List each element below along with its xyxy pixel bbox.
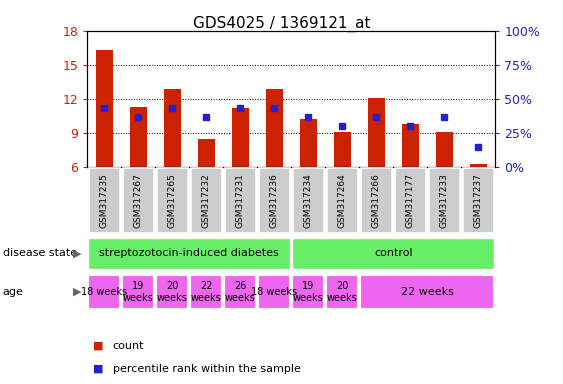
Text: GSM317231: GSM317231 <box>236 173 245 228</box>
Bar <box>395 169 426 233</box>
Bar <box>191 169 222 233</box>
Text: GSM317267: GSM317267 <box>134 173 143 228</box>
Text: 19
weeks: 19 weeks <box>123 281 154 303</box>
Text: GSM317237: GSM317237 <box>474 173 483 228</box>
Bar <box>198 139 215 167</box>
Bar <box>96 50 113 167</box>
Bar <box>122 275 154 309</box>
Text: ■: ■ <box>93 364 104 374</box>
Text: GSM317233: GSM317233 <box>440 173 449 228</box>
Bar <box>334 132 351 167</box>
Bar <box>232 108 249 167</box>
Bar <box>463 169 494 233</box>
Bar <box>436 132 453 167</box>
Bar <box>402 124 419 167</box>
Text: ■: ■ <box>93 341 104 351</box>
Bar <box>368 98 385 167</box>
Text: GSM317236: GSM317236 <box>270 173 279 228</box>
Text: 18 weeks: 18 weeks <box>251 287 297 297</box>
Bar <box>361 169 392 233</box>
Text: age: age <box>3 287 24 297</box>
Text: control: control <box>374 248 413 258</box>
Bar <box>89 169 119 233</box>
Bar <box>266 89 283 167</box>
Text: GDS4025 / 1369121_at: GDS4025 / 1369121_at <box>193 15 370 31</box>
Text: 18 weeks: 18 weeks <box>81 287 127 297</box>
Text: GSM317235: GSM317235 <box>100 173 109 228</box>
Bar <box>157 275 188 309</box>
Bar <box>292 238 494 269</box>
Bar <box>190 275 222 309</box>
Text: percentile rank within the sample: percentile rank within the sample <box>113 364 301 374</box>
Bar <box>292 275 324 309</box>
Bar <box>88 275 120 309</box>
Bar <box>470 164 487 167</box>
Bar <box>327 275 359 309</box>
Text: 20
weeks: 20 weeks <box>327 281 358 303</box>
Bar <box>88 238 291 269</box>
Text: 22
weeks: 22 weeks <box>191 281 222 303</box>
Text: ▶: ▶ <box>73 248 82 258</box>
Text: streptozotocin-induced diabetes: streptozotocin-induced diabetes <box>100 248 279 258</box>
Text: GSM317265: GSM317265 <box>168 173 177 228</box>
Text: count: count <box>113 341 144 351</box>
Text: 26
weeks: 26 weeks <box>225 281 256 303</box>
Bar <box>225 169 256 233</box>
Bar <box>429 169 460 233</box>
Text: 19
weeks: 19 weeks <box>293 281 324 303</box>
Text: 20
weeks: 20 weeks <box>157 281 187 303</box>
Bar <box>164 89 181 167</box>
Text: GSM317266: GSM317266 <box>372 173 381 228</box>
Bar <box>293 169 324 233</box>
Bar <box>327 169 358 233</box>
Bar <box>258 275 291 309</box>
Text: GSM317234: GSM317234 <box>304 173 313 228</box>
Bar <box>224 275 256 309</box>
Bar <box>259 169 289 233</box>
Bar <box>360 275 494 309</box>
Bar <box>130 107 147 167</box>
Bar <box>300 119 317 167</box>
Text: ▶: ▶ <box>73 287 82 297</box>
Text: GSM317232: GSM317232 <box>202 173 211 228</box>
Text: disease state: disease state <box>3 248 77 258</box>
Text: GSM317264: GSM317264 <box>338 173 347 228</box>
Bar <box>123 169 154 233</box>
Text: 22 weeks: 22 weeks <box>401 287 454 297</box>
Text: GSM317177: GSM317177 <box>406 173 415 228</box>
Bar <box>157 169 187 233</box>
